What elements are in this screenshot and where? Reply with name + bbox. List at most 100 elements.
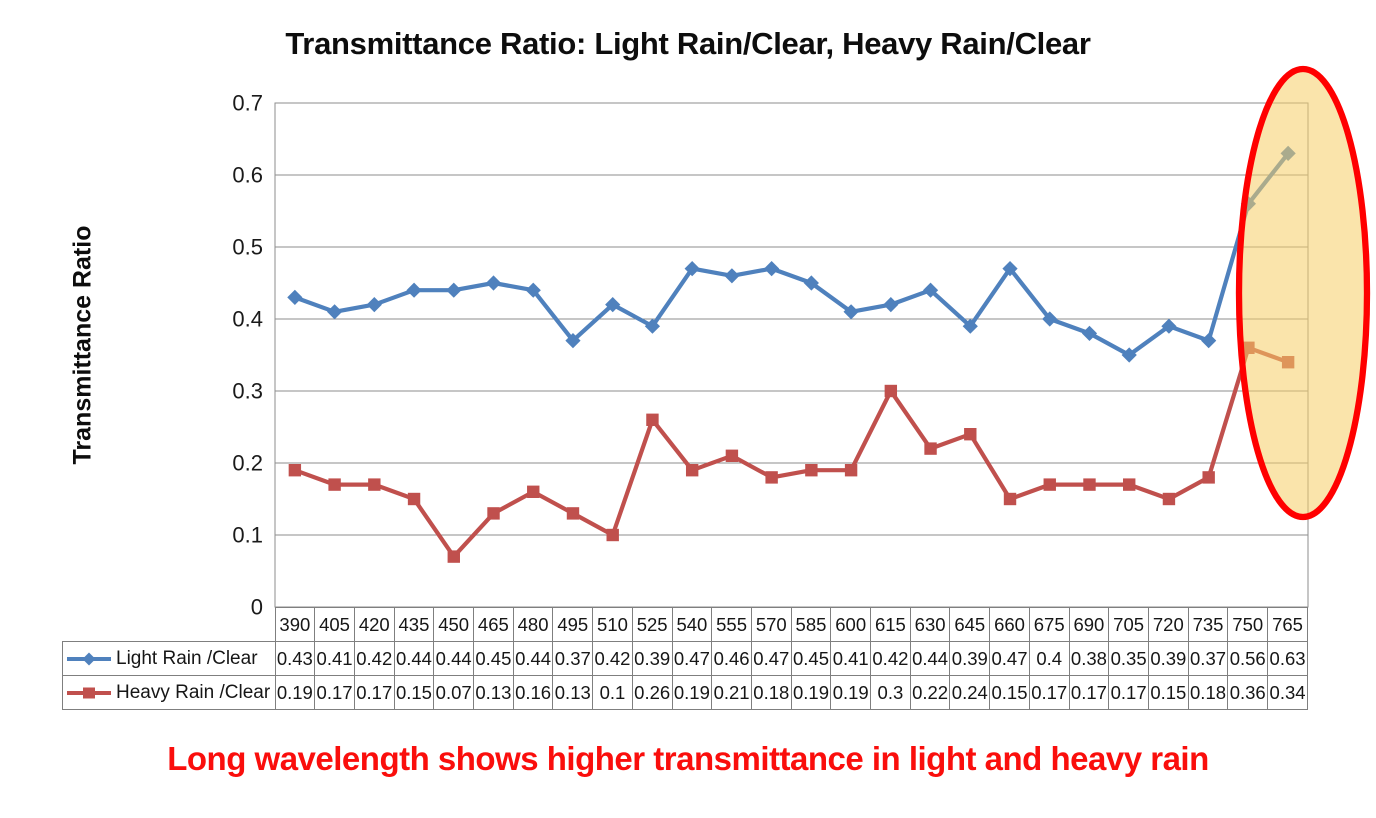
category-cell: 690 bbox=[1068, 607, 1110, 642]
category-cell: 405 bbox=[314, 607, 355, 642]
series-marker-diamond bbox=[406, 282, 422, 298]
value-cell: 0.17 bbox=[1028, 675, 1070, 710]
annotation-text: Long wavelength shows higher transmittan… bbox=[167, 740, 1209, 777]
value-cell: 0.18 bbox=[750, 675, 792, 710]
value-cell: 0.56 bbox=[1227, 641, 1269, 676]
value-cell: 0.18 bbox=[1187, 675, 1229, 710]
category-cell: 540 bbox=[671, 607, 713, 642]
value-cell: 0.42 bbox=[353, 641, 395, 676]
value-cell: 0.24 bbox=[949, 675, 991, 710]
series-marker-diamond bbox=[1081, 325, 1098, 341]
series-marker-diamond bbox=[1042, 311, 1058, 327]
value-cell: 0.45 bbox=[790, 641, 832, 676]
category-cell: 705 bbox=[1108, 607, 1149, 642]
value-cell: 0.35 bbox=[1108, 641, 1149, 676]
value-cell: 0.07 bbox=[433, 675, 475, 710]
series-marker-square bbox=[884, 384, 898, 398]
value-cell: 0.1 bbox=[592, 675, 633, 710]
series-marker-diamond bbox=[764, 261, 780, 277]
series-marker-square bbox=[924, 442, 937, 455]
y-tick-label: 0 bbox=[251, 595, 263, 620]
series-marker-square bbox=[685, 464, 699, 477]
series-marker-diamond bbox=[724, 268, 740, 284]
series-marker-diamond bbox=[962, 318, 978, 334]
series-marker-diamond bbox=[684, 261, 700, 277]
series-marker-square bbox=[1123, 478, 1136, 491]
value-cell: 0.37 bbox=[1187, 641, 1229, 676]
value-cell: 0.17 bbox=[1068, 675, 1110, 710]
y-tick-label: 0.2 bbox=[232, 451, 263, 476]
series-marker-diamond bbox=[1161, 318, 1177, 334]
value-cell: 0.19 bbox=[671, 675, 713, 710]
value-cell: 0.13 bbox=[473, 675, 514, 710]
category-cell: 435 bbox=[393, 607, 435, 642]
series-marker-square bbox=[566, 507, 580, 520]
category-cell: 450 bbox=[433, 607, 475, 642]
series-marker-diamond bbox=[366, 297, 382, 313]
chart-title: Transmittance Ratio: Light Rain/Clear, H… bbox=[285, 26, 1091, 61]
category-cell: 765 bbox=[1267, 607, 1308, 642]
series-line-light-rain bbox=[292, 151, 1291, 358]
series-marker-square bbox=[805, 464, 818, 477]
series-marker-diamond bbox=[287, 289, 303, 305]
value-cell: 0.34 bbox=[1267, 675, 1308, 710]
series-marker-square bbox=[1083, 478, 1096, 491]
series-marker-square bbox=[964, 428, 977, 441]
value-cell: 0.21 bbox=[711, 675, 752, 710]
value-cell: 0.3 bbox=[870, 675, 911, 710]
value-cell: 0.47 bbox=[750, 641, 792, 676]
value-cell: 0.19 bbox=[274, 675, 316, 710]
value-cell: 0.45 bbox=[473, 641, 514, 676]
category-cell: 570 bbox=[750, 607, 792, 642]
series-marker-square bbox=[1003, 492, 1017, 506]
category-cell: 495 bbox=[552, 607, 594, 642]
series-marker-diamond bbox=[1201, 333, 1217, 349]
series-marker-diamond bbox=[446, 282, 462, 298]
value-cell: 0.26 bbox=[631, 675, 673, 710]
series-marker-square bbox=[725, 449, 739, 462]
highlight-ellipse-outline bbox=[1235, 65, 1371, 521]
category-cell: 645 bbox=[949, 607, 991, 642]
value-cell: 0.46 bbox=[711, 641, 752, 676]
value-cell: 0.19 bbox=[830, 675, 872, 710]
series-marker-square bbox=[527, 485, 540, 498]
data-table: 390 405 420 435 450 465 480 495 510 525 540 555 570 5… bbox=[62, 607, 1308, 710]
series-marker-square bbox=[487, 507, 500, 520]
legend-line-square-icon bbox=[67, 687, 111, 698]
value-cell: 0.39 bbox=[949, 641, 991, 676]
category-cell: 510 bbox=[592, 607, 633, 642]
category-cell: 735 bbox=[1187, 607, 1229, 642]
value-cell: 0.17 bbox=[1108, 675, 1149, 710]
category-cell: 480 bbox=[512, 607, 554, 642]
y-tick-label: 0.3 bbox=[232, 379, 263, 404]
series-marker-square bbox=[407, 492, 421, 506]
category-cell: 420 bbox=[353, 607, 395, 642]
value-cell: 0.38 bbox=[1068, 641, 1110, 676]
value-cell: 0.47 bbox=[671, 641, 713, 676]
series-marker-diamond bbox=[485, 275, 502, 291]
category-cell: 390 bbox=[274, 607, 316, 642]
category-cell: 525 bbox=[631, 607, 673, 642]
series-marker-diamond bbox=[644, 318, 661, 334]
series-marker-square bbox=[1202, 471, 1215, 484]
plot-border bbox=[274, 102, 1309, 608]
value-cell: 0.42 bbox=[592, 641, 633, 676]
series-name-label: Light Rain /Clear bbox=[116, 647, 258, 669]
value-cell: 0.16 bbox=[512, 675, 554, 710]
legend-cell: Heavy Rain /Clear bbox=[62, 675, 276, 710]
category-cell: 660 bbox=[989, 607, 1030, 642]
value-cell: 0.41 bbox=[830, 641, 872, 676]
value-cell: 0.47 bbox=[989, 641, 1030, 676]
value-cell: 0.44 bbox=[433, 641, 475, 676]
series-marker-square bbox=[765, 471, 778, 484]
legend-key: Light Rain /Clear bbox=[63, 647, 274, 670]
value-cell: 0.39 bbox=[1147, 641, 1189, 676]
category-cell: 615 bbox=[870, 607, 911, 642]
category-row: 390 405 420 435 450 465 480 495 510 525 540 555 570 5… bbox=[63, 607, 1308, 642]
series-marker-diamond bbox=[922, 282, 939, 298]
series-marker-diamond bbox=[883, 297, 899, 313]
value-cell: 0.63 bbox=[1267, 641, 1308, 676]
category-cell: 600 bbox=[830, 607, 872, 642]
value-cell: 0.15 bbox=[393, 675, 435, 710]
legend-key: Heavy Rain /Clear bbox=[63, 682, 274, 704]
